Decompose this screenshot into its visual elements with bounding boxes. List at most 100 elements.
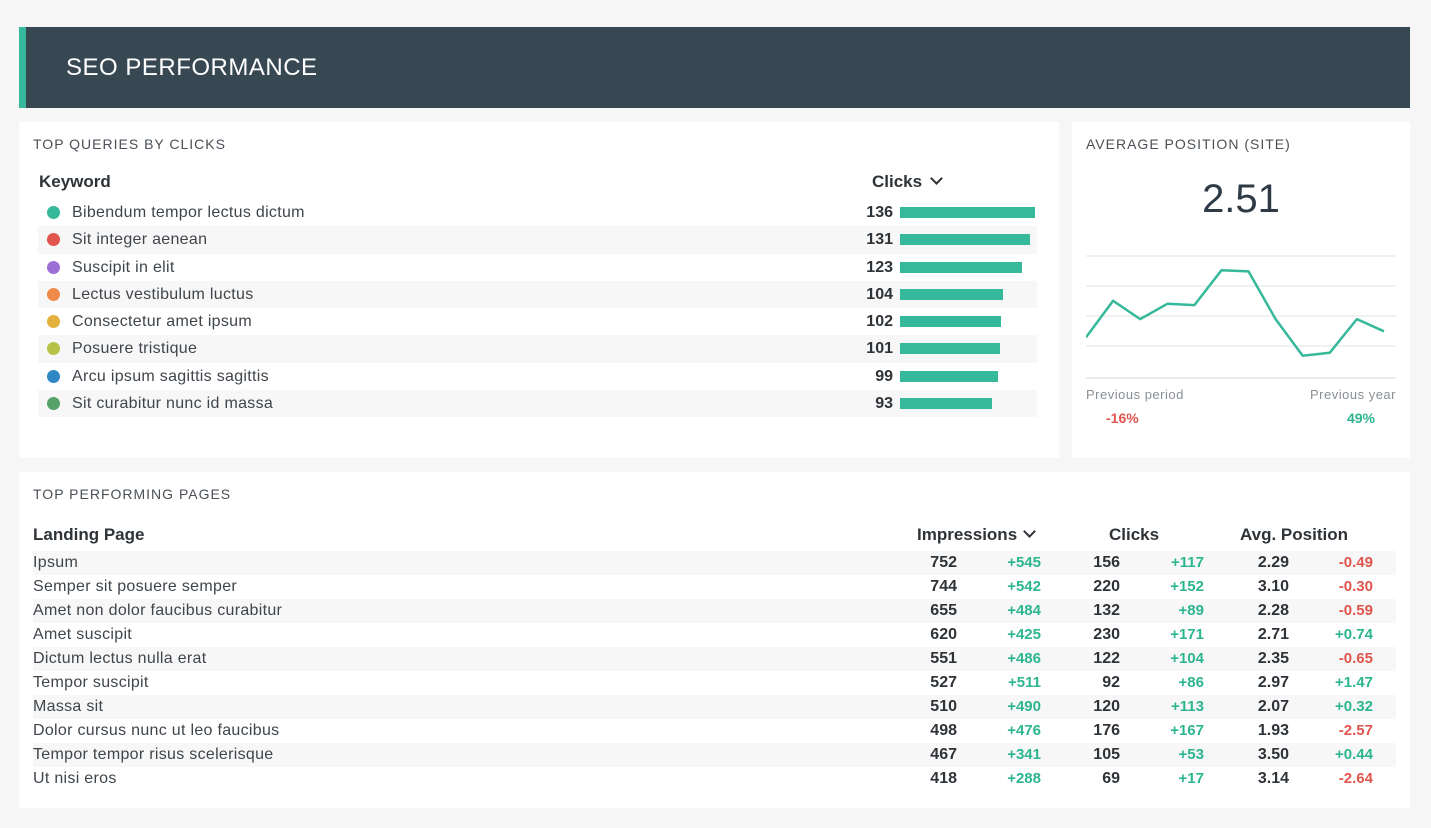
top-queries-panel: TOP QUERIES BY CLICKS Keyword Clicks Bib… (19, 122, 1059, 458)
legend-dot-icon (47, 287, 60, 301)
query-row[interactable]: Suscipit in elit 123 (38, 254, 1037, 281)
table-row[interactable]: Massa sit 510 +490 120 +113 2.07 +0.32 (33, 695, 1396, 719)
legend-dot-icon (47, 315, 60, 329)
position-value: 2.07 (1257, 698, 1289, 715)
table-row[interactable]: Tempor tempor risus scelerisque 467 +341 10… (33, 743, 1396, 767)
clicks-value: 156 (1093, 554, 1120, 571)
clicks-delta: +53 (1178, 746, 1204, 763)
impressions-delta: +425 (1007, 626, 1041, 643)
impressions-value: 655 (930, 602, 957, 619)
avg-position-column-header[interactable]: Avg. Position (1240, 525, 1348, 544)
legend-dot-icon (47, 369, 60, 383)
query-row[interactable]: Bibendum tempor lectus dictum 136 (38, 199, 1037, 226)
table-row[interactable]: Ut nisi eros 418 +288 69 +17 3.14 -2.64 (33, 767, 1396, 791)
landing-page-name: Amet suscipit (33, 626, 133, 643)
clicks-column-header[interactable]: Clicks (872, 172, 943, 192)
query-label: Suscipit in elit (72, 258, 175, 276)
impressions-delta: +486 (1007, 650, 1041, 667)
average-position-title: AVERAGE POSITION (SITE) (1086, 136, 1291, 152)
average-position-value: 2.51 (1202, 177, 1280, 221)
landing-page-name: Ipsum (33, 554, 79, 571)
clicks-value: 105 (1093, 746, 1120, 763)
query-clicks-value: 123 (866, 258, 893, 276)
query-clicks-bar (900, 398, 992, 410)
legend-dot-icon (47, 260, 60, 274)
position-delta: +0.74 (1335, 626, 1373, 643)
previous-year-label: Previous year (1310, 387, 1396, 402)
position-value: 2.35 (1257, 650, 1289, 667)
clicks-delta: +89 (1178, 602, 1204, 619)
landing-page-name: Amet non dolor faucibus curabitur (33, 602, 283, 619)
sparkline-series (1086, 268, 1385, 358)
query-row[interactable]: Posuere tristique 101 (38, 335, 1037, 363)
impressions-value: 744 (930, 578, 957, 595)
table-row[interactable]: Ipsum 752 +545 156 +117 2.29 -0.49 (33, 551, 1396, 575)
impressions-value: 467 (930, 746, 957, 763)
position-delta: -0.49 (1338, 554, 1373, 571)
legend-dot-icon (47, 342, 60, 356)
table-row[interactable]: Dictum lectus nulla erat 551 +486 122 +104 2.… (33, 647, 1396, 671)
query-clicks-value: 101 (866, 340, 893, 358)
impressions-value: 527 (930, 674, 957, 691)
impressions-delta: +476 (1007, 722, 1041, 739)
impressions-value: 510 (930, 698, 957, 715)
landing-page-column-header[interactable]: Landing Page (33, 525, 145, 544)
clicks-value: 132 (1093, 602, 1120, 619)
query-clicks-value: 93 (875, 395, 893, 413)
clicks-delta: +171 (1170, 626, 1204, 643)
position-value: 2.29 (1257, 554, 1289, 571)
top-pages-panel: TOP PERFORMING PAGES Landing Page Impres… (19, 472, 1410, 808)
clicks-value: 220 (1093, 578, 1120, 595)
clicks-delta: +152 (1170, 578, 1204, 595)
position-value: 3.14 (1257, 770, 1289, 787)
impressions-value: 752 (930, 554, 957, 571)
table-row[interactable]: Amet non dolor faucibus curabitur 655 +484… (33, 599, 1396, 623)
landing-page-name: Semper sit posuere semper (33, 578, 238, 595)
query-label: Bibendum tempor lectus dictum (72, 204, 305, 221)
top-queries-title: TOP QUERIES BY CLICKS (33, 136, 226, 152)
table-row[interactable]: Amet suscipit 620 +425 230 +171 2.71 +0.74 (33, 623, 1396, 647)
query-label: Consectetur amet ipsum (72, 313, 253, 331)
query-row[interactable]: Sit integer aenean 131 (38, 226, 1037, 254)
landing-page-name: Tempor tempor risus scelerisque (33, 746, 274, 763)
query-row[interactable]: Sit curabitur nunc id massa 93 (38, 390, 1037, 418)
clicks-value: 230 (1093, 626, 1120, 643)
query-row[interactable]: Consectetur amet ipsum 102 (38, 308, 1037, 335)
landing-page-name: Massa sit (33, 698, 104, 715)
clicks-delta: +17 (1178, 770, 1204, 787)
impressions-column-header[interactable]: Impressions (917, 525, 1037, 545)
chevron-down-icon (930, 172, 943, 185)
legend-dot-icon (47, 397, 60, 411)
query-row[interactable]: Lectus vestibulum luctus 104 (38, 280, 1037, 309)
table-row[interactable]: Dolor cursus nunc ut leo faucibus 498 +476… (33, 719, 1396, 743)
position-delta: -2.64 (1338, 770, 1373, 787)
average-position-sparkline (1086, 255, 1396, 379)
impressions-delta: +511 (1008, 674, 1041, 691)
table-row[interactable]: Semper sit posuere semper 744 +542 220 +152 3… (33, 575, 1396, 599)
clicks-delta: +113 (1171, 698, 1204, 715)
position-delta: -2.57 (1338, 722, 1373, 739)
clicks-column-label: Clicks (872, 172, 923, 191)
query-label: Arcu ipsum sagittis sagittis (72, 367, 269, 385)
query-clicks-bar (900, 316, 1001, 328)
top-pages-title: TOP PERFORMING PAGES (33, 486, 232, 502)
landing-page-name: Tempor suscipit (33, 674, 149, 691)
query-clicks-bar (900, 288, 1003, 300)
query-clicks-bar (900, 234, 1030, 246)
keyword-column-header[interactable]: Keyword (39, 172, 111, 191)
query-clicks-value: 131 (866, 231, 893, 249)
position-value: 2.71 (1257, 626, 1289, 643)
query-label: Sit curabitur nunc id massa (72, 395, 274, 413)
query-row[interactable]: Arcu ipsum sagittis sagittis 99 (38, 363, 1037, 390)
query-clicks-bar (900, 343, 1000, 355)
position-value: 3.10 (1257, 578, 1289, 595)
clicks-column-header[interactable]: Clicks (1109, 525, 1160, 544)
landing-page-name: Dolor cursus nunc ut leo faucibus (33, 722, 280, 739)
queries-list: Bibendum tempor lectus dictum 136 Sit inte… (38, 199, 1037, 418)
average-position-panel: AVERAGE POSITION (SITE) 2.51 Previous pe… (1072, 122, 1410, 458)
position-delta: -0.59 (1338, 602, 1373, 619)
table-row[interactable]: Tempor suscipit 527 +511 92 +86 2.97 +1.47 (33, 671, 1396, 695)
position-delta: +0.44 (1335, 746, 1373, 763)
clicks-value: 176 (1093, 722, 1120, 739)
dashboard-header: SEO PERFORMANCE (19, 27, 1410, 108)
